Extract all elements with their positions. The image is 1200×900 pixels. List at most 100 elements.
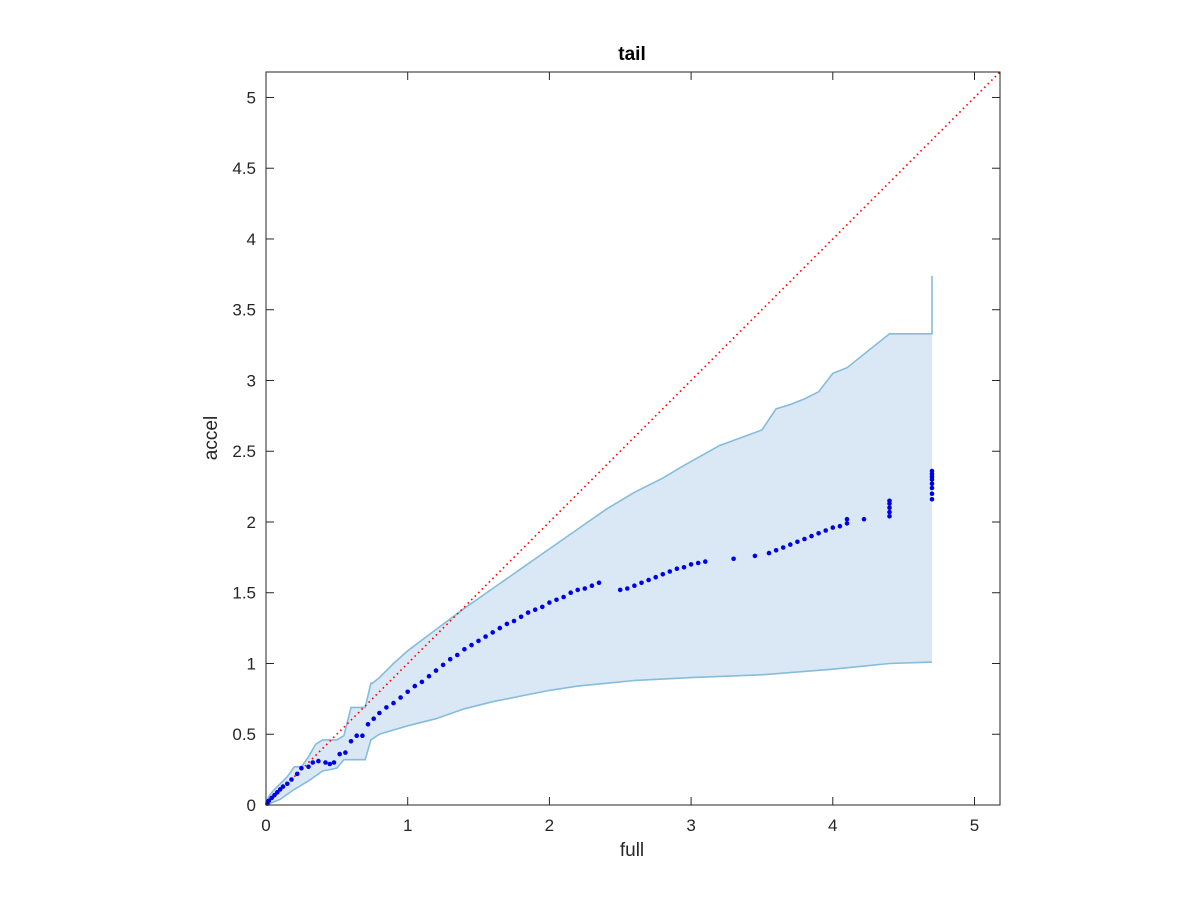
data-point — [360, 733, 365, 738]
x-axis-label: full — [620, 840, 644, 861]
x-tick-label: 2 — [545, 816, 554, 835]
x-tick-label: 3 — [686, 816, 695, 835]
data-point — [703, 559, 708, 564]
data-point — [343, 750, 348, 755]
x-tick-label: 0 — [261, 816, 270, 835]
data-point — [582, 586, 588, 591]
data-point — [483, 634, 488, 639]
y-tick-label: 4 — [247, 230, 256, 249]
data-point — [316, 758, 321, 764]
data-point — [412, 683, 418, 689]
data-point — [289, 777, 294, 782]
data-point — [384, 705, 389, 710]
x-tick-label: 5 — [970, 816, 979, 835]
data-point — [348, 739, 354, 744]
data-point — [497, 625, 503, 631]
chart-title: tail — [618, 44, 645, 65]
data-point — [773, 548, 779, 553]
data-point — [589, 583, 595, 588]
y-tick-label: 5 — [247, 88, 256, 107]
y-tick-label: 3 — [247, 371, 256, 390]
y-axis-label: accel — [201, 416, 222, 460]
band-fill — [266, 275, 932, 805]
data-point — [547, 600, 552, 605]
data-point — [419, 679, 425, 685]
data-point — [646, 577, 651, 583]
data-point — [310, 760, 316, 765]
data-point — [518, 614, 524, 620]
data-point — [667, 569, 673, 574]
data-point — [462, 647, 467, 652]
data-point — [674, 566, 680, 571]
data-point — [306, 764, 311, 770]
x-tick-label: 1 — [403, 816, 412, 835]
data-point — [617, 587, 623, 593]
data-point — [299, 765, 304, 771]
axes-box — [265, 71, 1001, 806]
data-point — [476, 638, 481, 644]
data-point — [532, 607, 538, 612]
y-tick-label: 3.5 — [232, 301, 256, 320]
x-tick-label: 4 — [828, 816, 837, 835]
data-point — [525, 610, 531, 615]
data-point — [802, 536, 807, 542]
data-point — [269, 795, 275, 801]
data-point — [377, 710, 382, 716]
data-point — [844, 516, 850, 522]
y-tick-label: 1 — [247, 654, 256, 673]
data-point — [887, 505, 892, 511]
data-point — [929, 491, 935, 497]
data-point — [511, 618, 517, 624]
data-point — [653, 574, 658, 580]
data-point — [766, 550, 772, 556]
y-tick-label: 4.5 — [232, 159, 256, 178]
uncertainty-band — [265, 275, 933, 806]
data-point — [887, 514, 892, 519]
data-point — [823, 528, 828, 533]
data-point — [365, 722, 371, 727]
data-point — [929, 468, 935, 474]
data-point — [568, 590, 573, 595]
data-point — [294, 771, 300, 777]
data-point — [337, 751, 343, 757]
data-point — [272, 792, 277, 798]
data-point — [887, 498, 892, 504]
data-point — [275, 790, 280, 795]
data-point — [504, 621, 510, 627]
axes-frame — [265, 71, 1001, 806]
data-point — [861, 516, 867, 522]
data-point — [323, 760, 328, 765]
data-point — [780, 545, 786, 550]
y-tick-label: 0 — [247, 796, 256, 815]
data-point — [887, 509, 892, 515]
data-point — [575, 587, 580, 593]
data-point — [561, 594, 566, 600]
y-axis-ticks: 0 0.5 1 1.5 2 2.5 3 3.5 4 4.5 5 — [232, 88, 1000, 815]
data-point — [331, 760, 337, 765]
data-point — [929, 497, 935, 502]
data-point — [354, 733, 360, 738]
data-point — [830, 525, 836, 530]
data-point — [929, 481, 935, 487]
y-tick-label: 1.5 — [232, 584, 256, 603]
data-point — [816, 531, 821, 536]
data-points — [265, 468, 935, 806]
x-axis-ticks: 0 1 2 3 4 5 — [261, 72, 979, 835]
data-point — [625, 586, 630, 591]
data-point — [837, 523, 843, 529]
data-point — [929, 485, 935, 491]
data-point — [752, 553, 758, 559]
data-point — [844, 521, 850, 526]
data-point — [440, 662, 446, 668]
data-point — [688, 562, 694, 567]
data-point — [681, 565, 687, 570]
y-tick-label: 2.5 — [232, 442, 256, 461]
band-lower-edge — [265, 661, 933, 806]
data-point — [695, 560, 701, 566]
data-point — [490, 630, 496, 635]
y-tick-label: 0.5 — [232, 725, 256, 744]
data-point — [788, 542, 793, 547]
data-point — [795, 539, 800, 545]
